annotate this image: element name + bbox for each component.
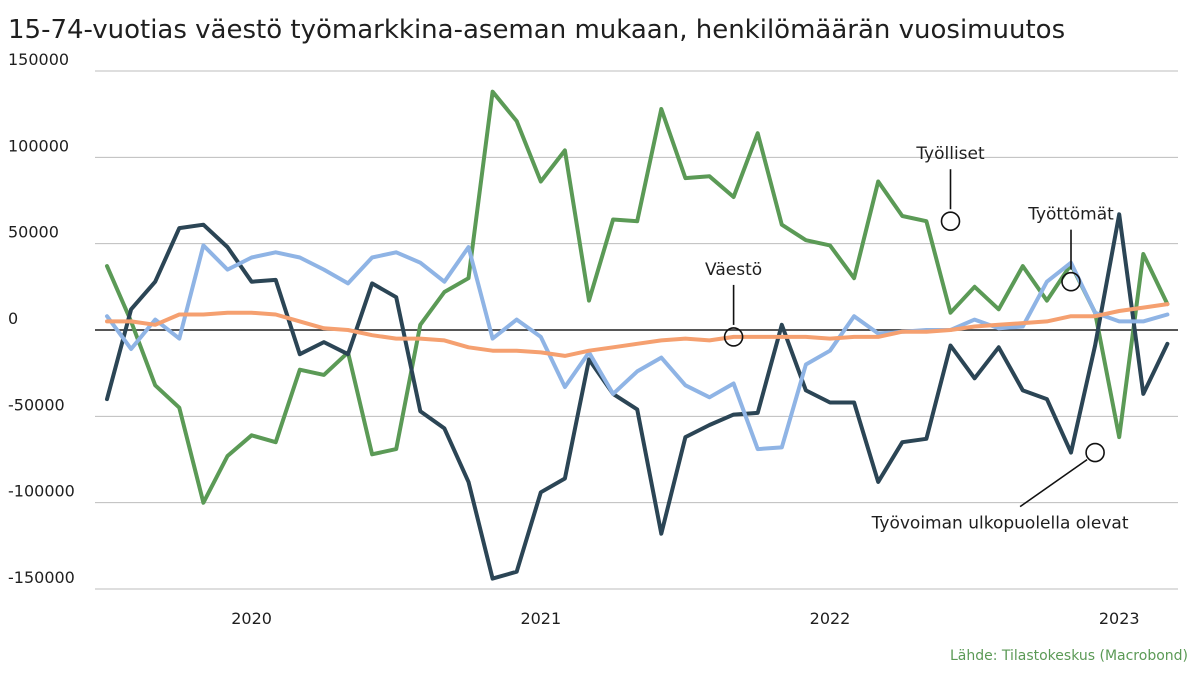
annotation-marker: [1085, 442, 1105, 463]
source-note: Lähde: Tilastokeskus (Macrobond): [950, 648, 1188, 664]
y-tick-label: 0: [8, 309, 18, 328]
y-tick-label: -100000: [8, 482, 75, 501]
annotation-marker: [940, 211, 961, 232]
x-tick-label: 2022: [810, 609, 851, 628]
annotation-label: Työvoiman ulkopuolella olevat: [871, 514, 1129, 534]
x-axis-ticks: 2020 2021 2022 2023: [231, 609, 1139, 628]
series-line-vaesto: [105, 302, 1170, 358]
annotation-marker: [1061, 271, 1081, 292]
x-tick-label: 2021: [520, 609, 561, 628]
annotation-leader: [1019, 458, 1088, 508]
series-line-tyolliset: [105, 89, 1170, 505]
y-tick-label: 100000: [8, 136, 69, 155]
annotation-label: Työttömät: [1027, 205, 1114, 225]
y-tick-label: -50000: [8, 395, 65, 414]
annotation-label: Väestö: [705, 260, 762, 280]
x-tick-label: 2020: [231, 609, 272, 628]
y-axis-ticks: 150000 100000 50000 0 -50000 -100000 -150000: [8, 50, 75, 587]
y-tick-label: -150000: [8, 568, 75, 587]
annotations: Työlliset Työttömät Väestö Työvoiman ulkopu…: [705, 144, 1129, 533]
x-tick-label: 2023: [1099, 609, 1140, 628]
annotation-marker: [723, 327, 744, 347]
series-line-ulkopuolella: [105, 212, 1170, 581]
annotation-label: Työlliset: [915, 144, 985, 164]
chart-title: 15-74-vuotias väestö työmarkkina-aseman …: [8, 15, 1065, 45]
y-tick-label: 50000: [8, 223, 59, 242]
y-tick-label: 150000: [8, 50, 69, 69]
series-lines: [105, 89, 1170, 581]
gridlines: [95, 70, 1178, 590]
